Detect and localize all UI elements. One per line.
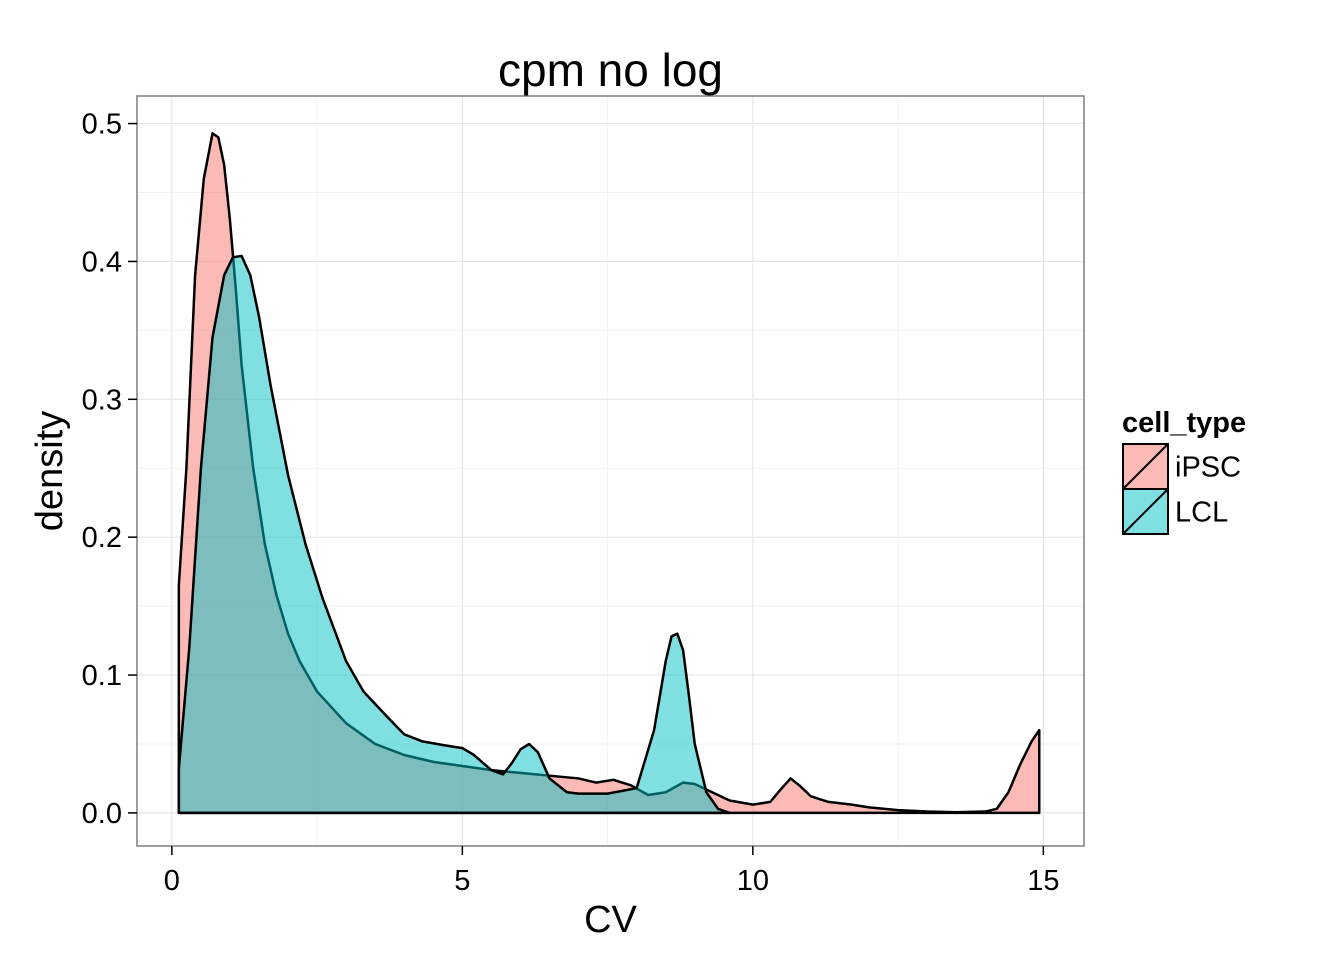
y-tick-label: 0.1 — [82, 660, 122, 692]
x-tick-label: 0 — [164, 865, 180, 897]
legend: cell_type iPSC LCL — [1122, 407, 1246, 535]
y-tick-label: 0.4 — [82, 246, 122, 278]
density-series — [136, 95, 1085, 847]
y-tick-label: 0.5 — [82, 109, 122, 141]
axes: 0 5 10 15 0.0 0.1 0.2 0.3 0.4 0.5 — [82, 109, 1060, 897]
legend-title: cell_type — [1122, 407, 1246, 439]
y-tick-label: 0.3 — [82, 384, 122, 416]
x-tick-label: 15 — [1027, 865, 1059, 897]
x-tick-label: 5 — [454, 865, 470, 897]
chart-title: cpm no log — [498, 44, 723, 96]
y-tick-label: 0.0 — [82, 798, 122, 830]
legend-key-slash — [1122, 443, 1169, 490]
y-tick-label: 0.2 — [82, 522, 122, 554]
density-area-lcl — [177, 254, 731, 815]
x-axis-label: CV — [584, 899, 637, 941]
panel-border — [136, 95, 1085, 847]
x-tick-label: 10 — [737, 865, 769, 897]
legend-label-lcl: LCL — [1175, 497, 1228, 529]
legend-key-slash — [1122, 488, 1169, 535]
y-axis-label: density — [29, 411, 71, 531]
legend-label-ipsc: iPSC — [1175, 452, 1241, 484]
